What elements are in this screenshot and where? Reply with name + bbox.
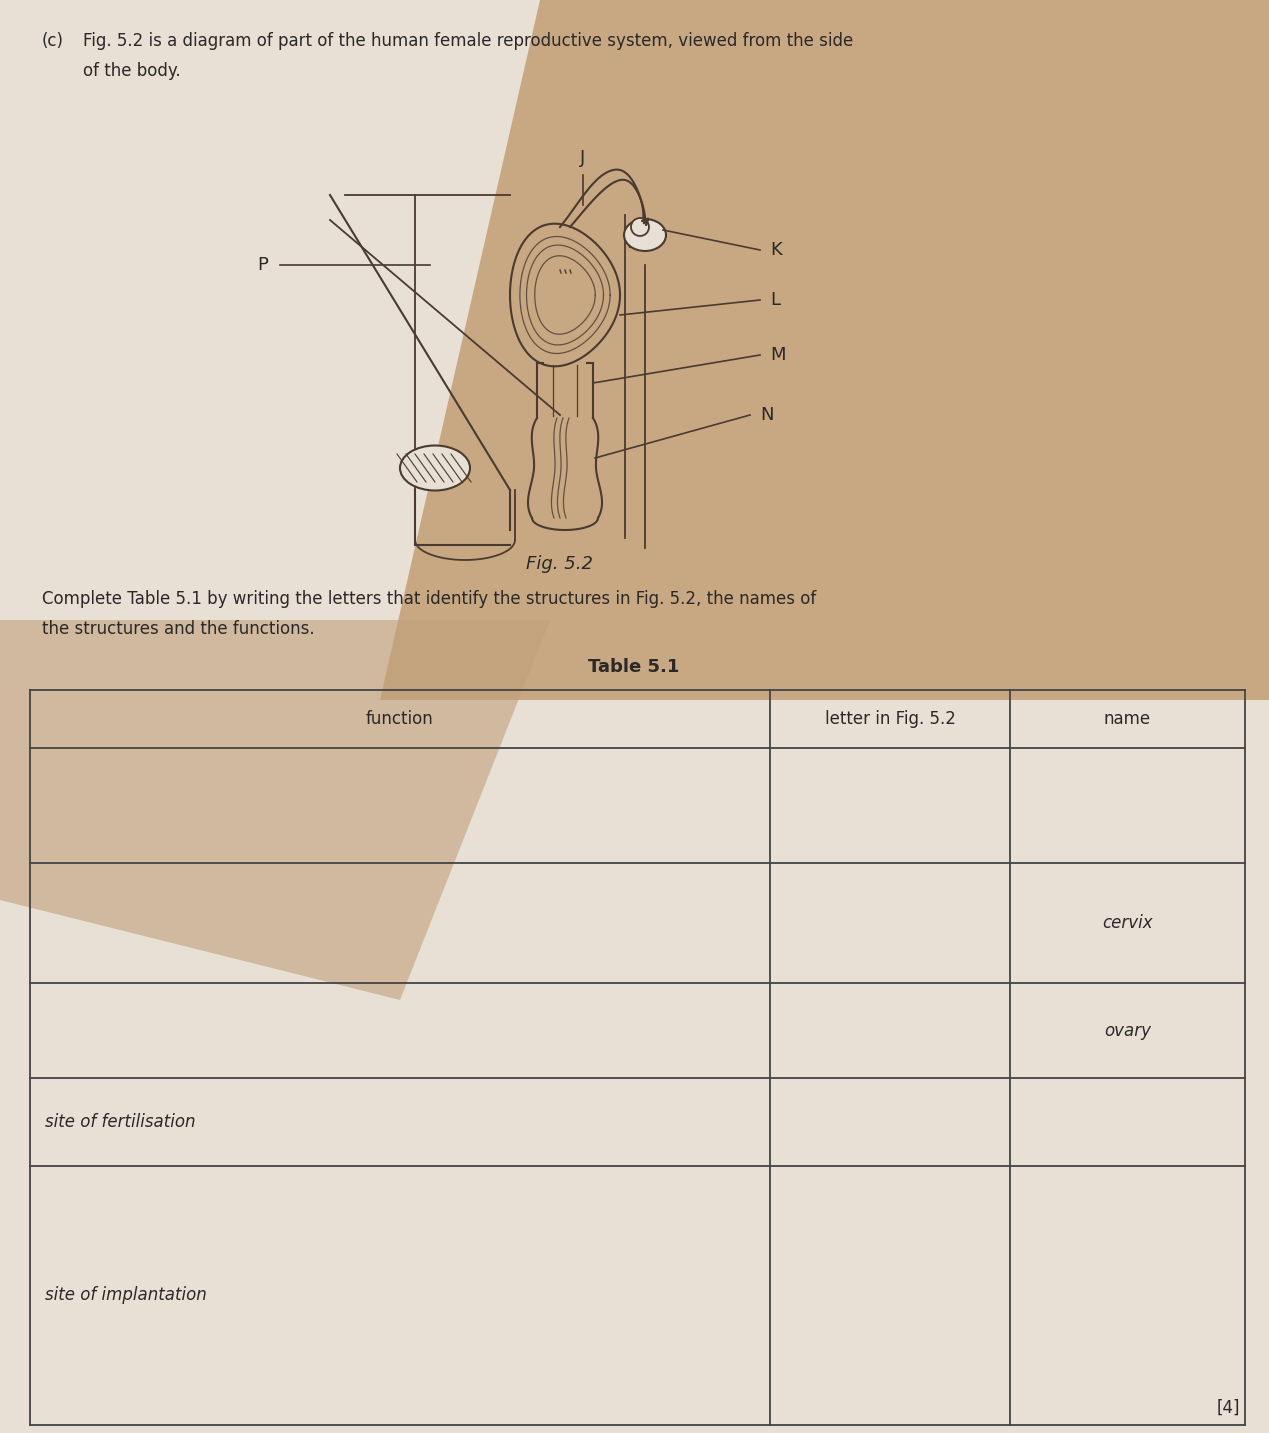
Text: J: J bbox=[580, 149, 585, 168]
Text: ovary: ovary bbox=[1104, 1022, 1151, 1039]
Ellipse shape bbox=[400, 446, 470, 490]
Text: of the body.: of the body. bbox=[82, 62, 180, 80]
Ellipse shape bbox=[624, 219, 666, 251]
Text: M: M bbox=[770, 345, 786, 364]
Text: the structures and the functions.: the structures and the functions. bbox=[42, 620, 315, 638]
Text: site of fertilisation: site of fertilisation bbox=[44, 1113, 195, 1131]
Text: Fig. 5.2: Fig. 5.2 bbox=[527, 555, 594, 573]
Text: function: function bbox=[367, 709, 434, 728]
Polygon shape bbox=[379, 0, 1269, 699]
Text: L: L bbox=[770, 291, 780, 310]
Polygon shape bbox=[0, 620, 549, 1000]
Text: name: name bbox=[1104, 709, 1151, 728]
Text: [4]: [4] bbox=[1217, 1399, 1240, 1417]
Text: letter in Fig. 5.2: letter in Fig. 5.2 bbox=[825, 709, 956, 728]
Text: P: P bbox=[258, 257, 268, 274]
Text: N: N bbox=[760, 406, 774, 424]
Circle shape bbox=[631, 218, 648, 236]
Text: Table 5.1: Table 5.1 bbox=[589, 658, 680, 676]
Text: K: K bbox=[770, 241, 782, 259]
Text: site of implantation: site of implantation bbox=[44, 1287, 207, 1304]
Text: (c): (c) bbox=[42, 32, 63, 50]
Text: Complete Table 5.1 by writing the letters that identify the structures in Fig. 5: Complete Table 5.1 by writing the letter… bbox=[42, 590, 816, 608]
Polygon shape bbox=[0, 0, 629, 560]
Text: Fig. 5.2 is a diagram of part of the human female reproductive system, viewed fr: Fig. 5.2 is a diagram of part of the hum… bbox=[82, 32, 853, 50]
Text: cervix: cervix bbox=[1103, 914, 1152, 931]
